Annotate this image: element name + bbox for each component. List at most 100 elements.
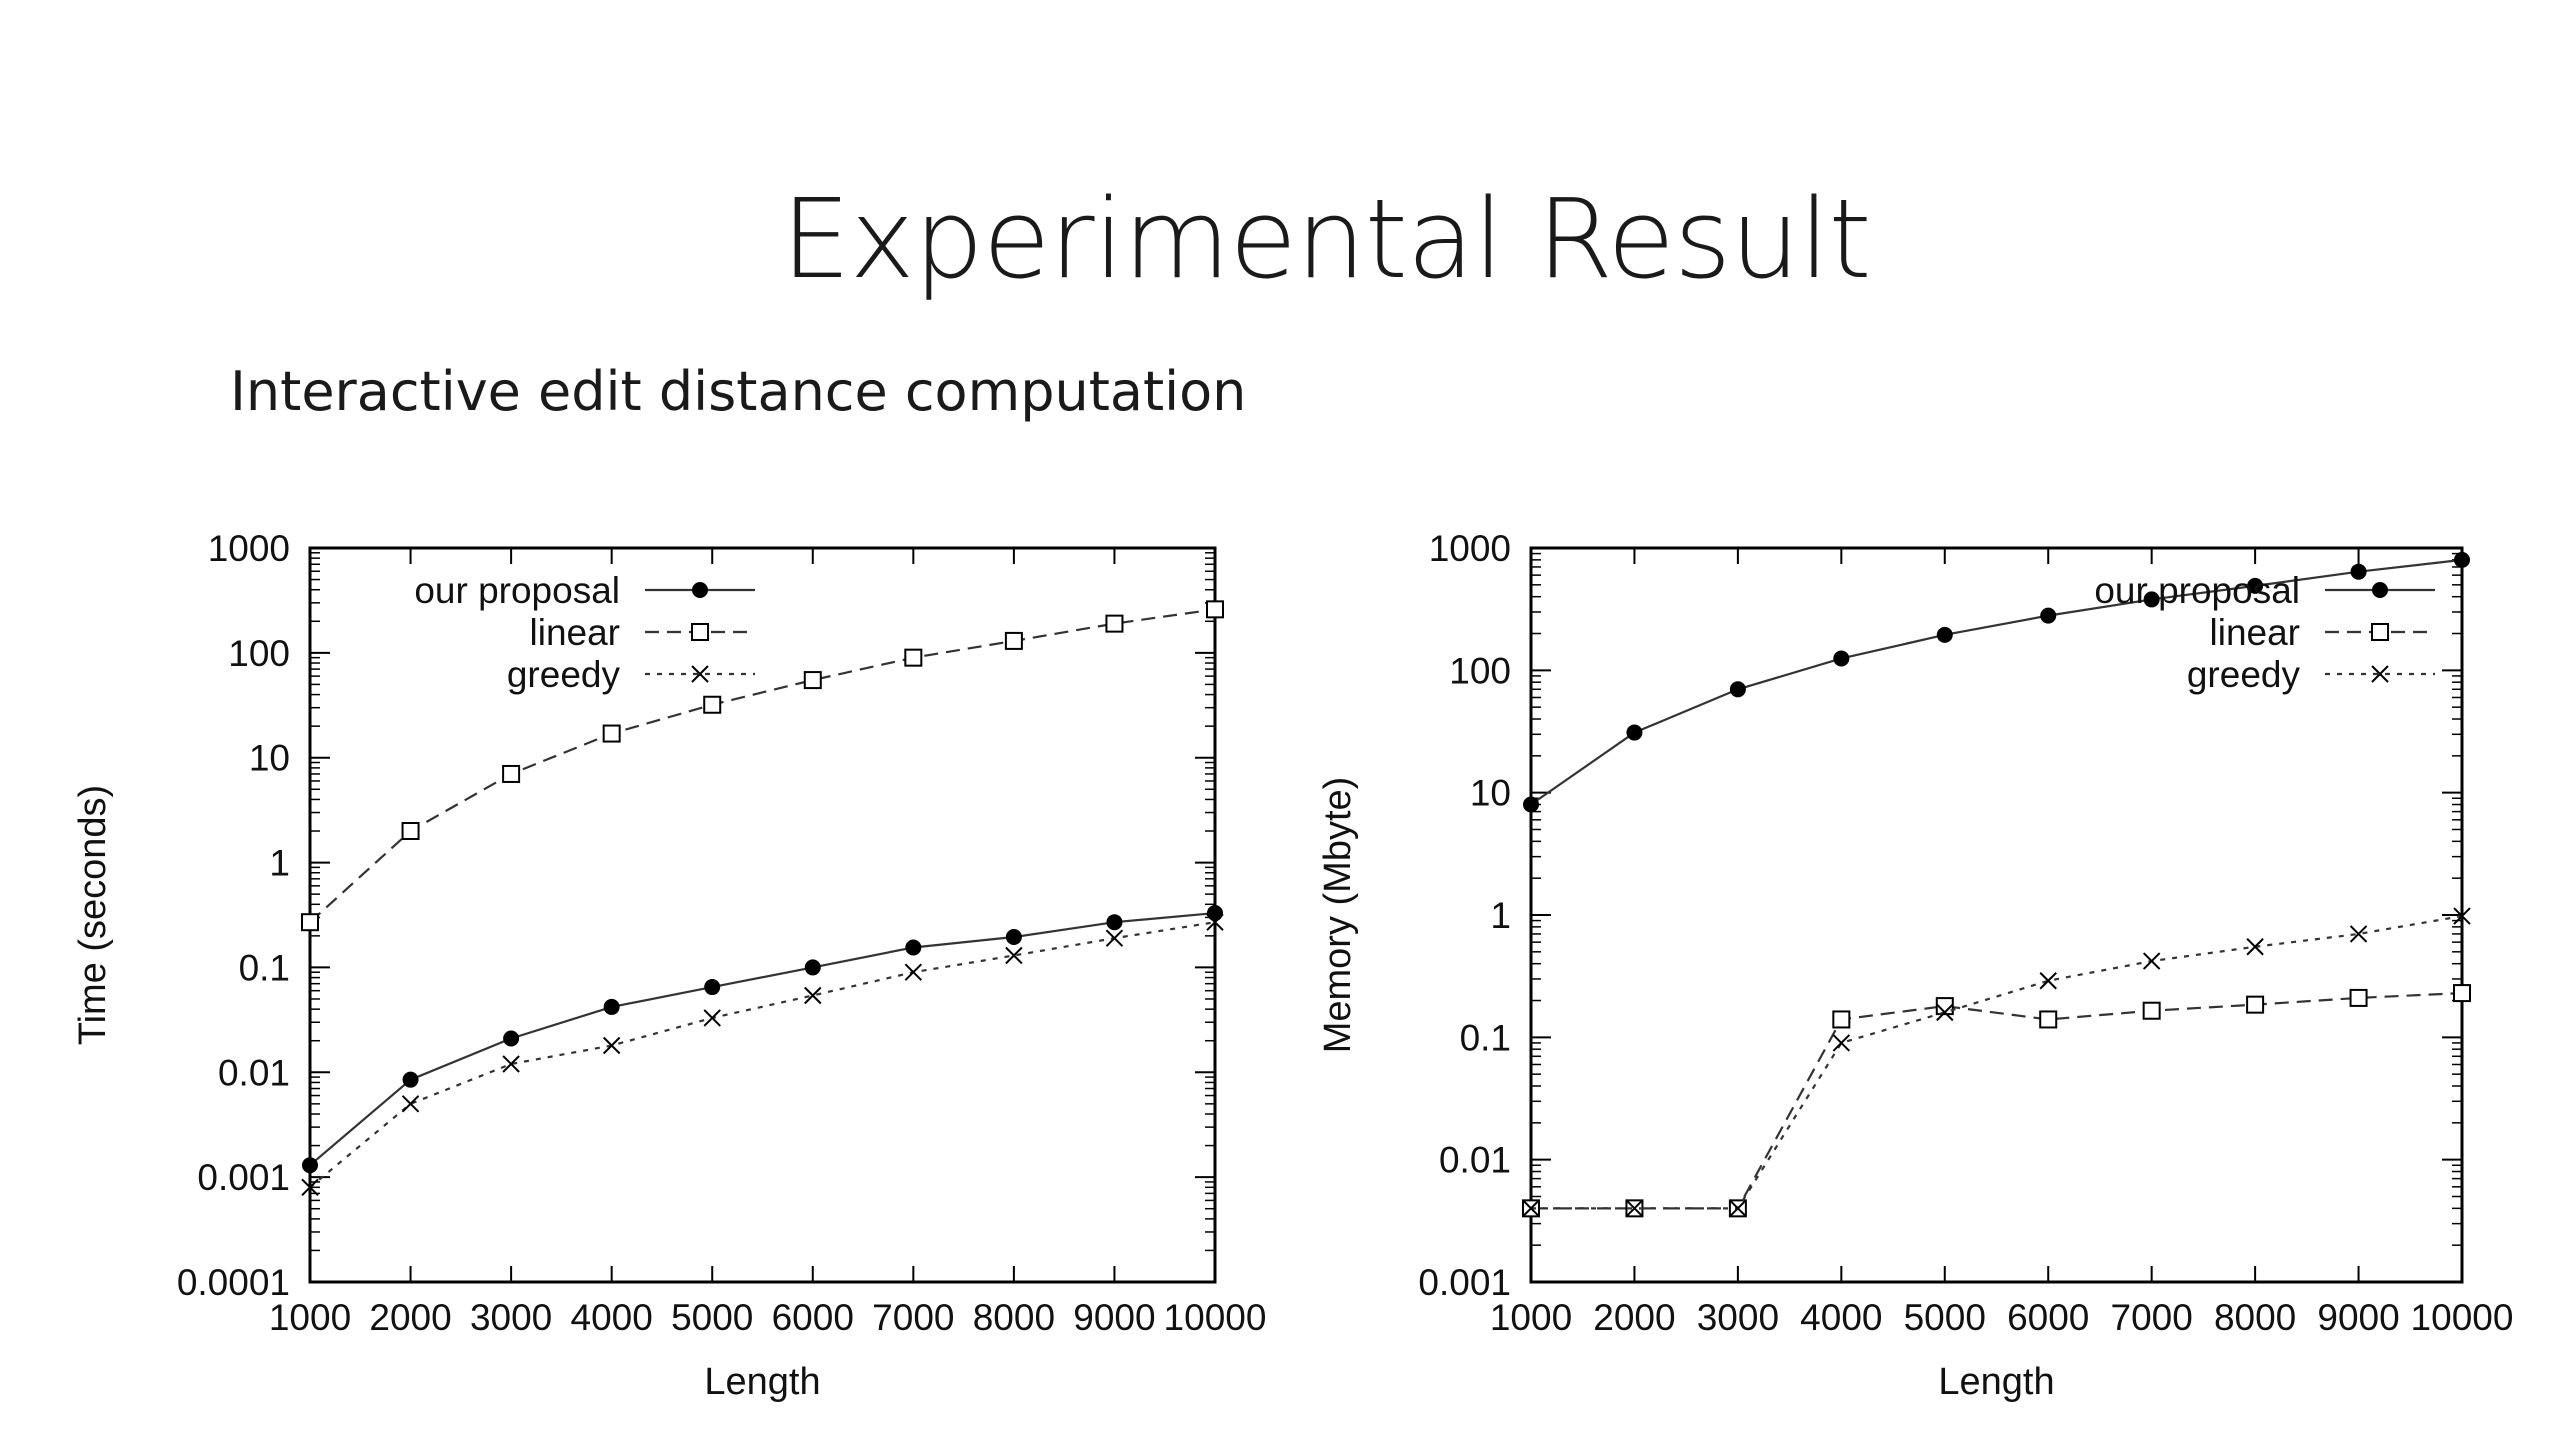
data-point-stroke-b [602, 1036, 621, 1055]
x-tick-label: 10000 [2411, 1297, 2514, 1338]
data-point [1105, 614, 1124, 633]
data-point [1206, 600, 1224, 619]
data-point [401, 1095, 420, 1113]
series-linear [301, 600, 1224, 932]
data-point [603, 998, 620, 1015]
data-point [1105, 929, 1124, 947]
series-greedy [301, 913, 1224, 1197]
data-point [804, 986, 822, 1005]
data-point [1625, 1199, 1644, 1218]
data-point-stroke-b [1729, 1199, 1747, 1218]
data-point [703, 695, 722, 714]
legend-swatch-marker [2372, 582, 2388, 598]
data-point-stroke-b [1936, 1003, 1954, 1022]
data-point-stroke-b [703, 1009, 721, 1027]
data-point [1935, 997, 1954, 1016]
data-point [1523, 796, 1539, 813]
data-point-stroke-b [1832, 1034, 1851, 1052]
data-point [2039, 1010, 2058, 1029]
series-line [1531, 991, 2463, 1210]
series-our-proposal [302, 905, 1223, 1174]
y-tick-label: 0.01 [1439, 1140, 1511, 1181]
data-point [1207, 905, 1223, 922]
x-tick-label: 8000 [2214, 1297, 2296, 1338]
y-tick-label: 10 [1470, 773, 1511, 814]
data-point [1729, 681, 1746, 698]
y-tick-label: 0.1 [1460, 1017, 1511, 1058]
x-axis-label: Length [1938, 1361, 2054, 1403]
legend-label: greedy [2187, 654, 2301, 695]
chart-memory: 1000 2000 3000 4000 5000 6000 7000 8000 9000 1000… [1317, 528, 2513, 1403]
data-point [703, 1009, 721, 1027]
x-tick-label: 9000 [1073, 1297, 1155, 1338]
data-point [904, 648, 923, 667]
data-point [1936, 1003, 1954, 1022]
x-tick-label: 7000 [2111, 1297, 2193, 1338]
data-point [905, 939, 922, 956]
x-tick-label: 1000 [1490, 1297, 1572, 1338]
data-point [1005, 929, 1022, 946]
data-point [1522, 1199, 1540, 1218]
data-point-stroke-b [1625, 1199, 1644, 1218]
x-tick-label: 1000 [269, 1297, 351, 1338]
data-point [301, 913, 319, 932]
data-point-stroke-b [301, 1178, 319, 1197]
x-tick-label: 2000 [1593, 1297, 1675, 1338]
data-point [1106, 914, 1123, 931]
legend-swatch-marker [691, 623, 709, 641]
data-point [302, 1157, 318, 1174]
y-tick-label: 0.01 [218, 1052, 290, 1093]
data-point [401, 822, 420, 841]
data-point [2246, 938, 2264, 956]
data-point-stroke-b [1522, 1199, 1540, 1218]
data-point-stroke-b [2246, 938, 2264, 956]
series-greedy [1522, 907, 2471, 1218]
y-tick-label: 1000 [208, 528, 290, 569]
series-linear [1522, 984, 2471, 1218]
x-tick-label: 10000 [1164, 1297, 1267, 1338]
legend-swatch-marker [692, 582, 708, 598]
data-point [503, 1030, 520, 1047]
slide-title: Experimental Result [781, 175, 1871, 303]
data-point [803, 671, 822, 690]
x-tick-label: 3000 [1697, 1297, 1779, 1338]
data-point [2142, 952, 2161, 970]
data-point [2349, 988, 2368, 1007]
data-point [1832, 1010, 1851, 1029]
data-point-stroke-b [2142, 952, 2161, 970]
data-point [904, 963, 923, 981]
data-point [1004, 631, 1023, 650]
y-tick-label: 1 [269, 843, 290, 884]
data-point-stroke-b [502, 1055, 520, 1073]
series-our-proposal [1523, 551, 2470, 813]
legend-swatch-marker-stroke-b [2371, 665, 2389, 683]
data-point [602, 724, 621, 743]
y-tick-label: 0.001 [197, 1157, 290, 1198]
y-axis-label: Memory (Mbyte) [1317, 777, 1359, 1054]
y-tick-label: 10 [249, 738, 290, 779]
data-point [502, 1055, 520, 1073]
series-line [309, 921, 1216, 1189]
data-point [2454, 551, 2470, 568]
x-axis-label: Length [704, 1361, 820, 1403]
legend-label: linear [530, 612, 621, 653]
data-point [2247, 577, 2264, 594]
data-point [2039, 972, 2057, 990]
data-point [704, 979, 721, 996]
data-point-stroke-b [401, 1095, 420, 1113]
data-point [2142, 1001, 2161, 1020]
y-tick-label: 100 [1449, 650, 1511, 691]
plot-frame [308, 546, 1217, 1284]
chart-time: 1000 2000 3000 4000 5000 6000 7000 8000 9000 1000… [72, 528, 1266, 1403]
data-point [1206, 913, 1224, 931]
series-line [1531, 914, 2463, 1210]
y-tick-label: 0.1 [239, 947, 290, 988]
data-point [1833, 650, 1850, 667]
x-tick-label: 9000 [2317, 1297, 2399, 1338]
y-tick-label: 100 [228, 633, 290, 674]
series-line [1530, 558, 2463, 806]
data-point-stroke-b [904, 963, 923, 981]
data-point [2349, 925, 2368, 943]
